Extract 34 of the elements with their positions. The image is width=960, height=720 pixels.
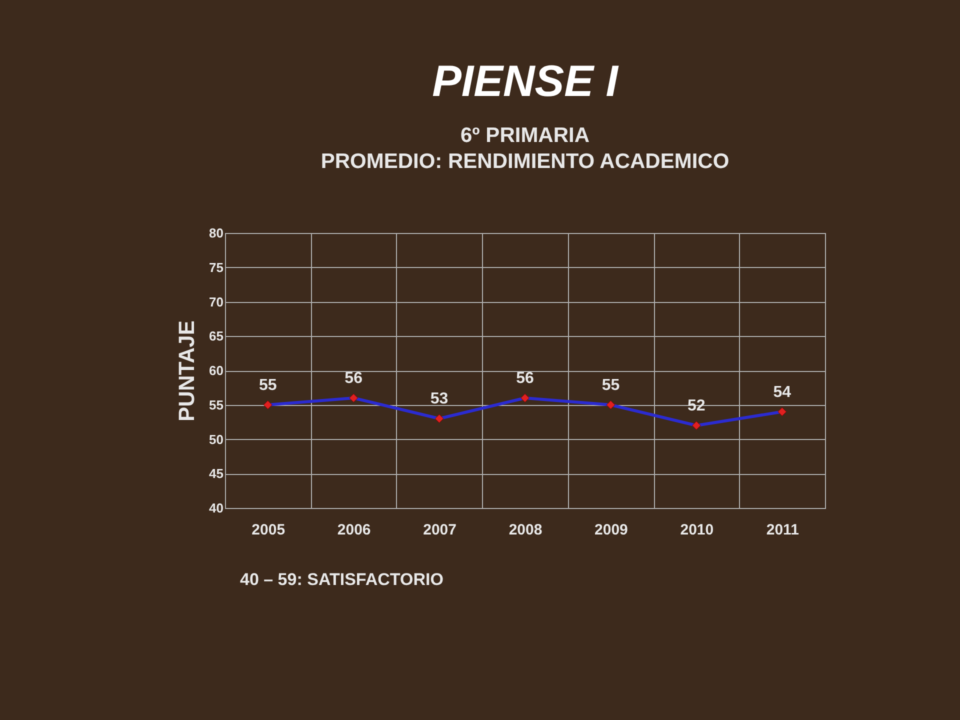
data-label: 56: [516, 370, 534, 387]
data-label: 54: [773, 384, 792, 401]
point: [434, 414, 444, 424]
text: 6º PRIMARIA: [460, 124, 590, 147]
x-tick-label: 2008: [508, 522, 542, 538]
y-tick-label: 55: [209, 397, 224, 412]
data-label: 55: [602, 376, 620, 394]
data-label: 56: [344, 370, 363, 387]
x-tick-label: 2011: [766, 522, 799, 538]
point: [778, 407, 787, 416]
x-tick-label: 2006: [337, 522, 371, 538]
x-tick-label: 2007: [423, 522, 456, 538]
text: 40 – 59: SATISFACTORIO: [240, 570, 444, 589]
chart-title: PIENSE I: [432, 57, 619, 106]
y-tick-label: 75: [209, 260, 224, 275]
x-tick-label: 2005: [252, 522, 286, 538]
point: [349, 394, 358, 402]
x-tick-label: 2009: [594, 522, 628, 538]
text: PROMEDIO: RENDIMIENTO ACADEMICO: [320, 150, 730, 173]
y-tick-label: 45: [209, 466, 224, 482]
y-tick-label: 50: [209, 432, 224, 447]
y-tick-label: 40: [209, 500, 224, 516]
y-tick-label: 70: [209, 294, 224, 310]
point: [606, 400, 616, 410]
y-axis-title: PUNTAJE: [174, 320, 200, 422]
data-label: 55: [258, 376, 277, 394]
point: [520, 394, 530, 402]
data-label: 53: [430, 390, 448, 408]
y-tick-label: 60: [209, 363, 224, 378]
point: [263, 400, 272, 410]
point: [692, 421, 701, 430]
y-tick-label: 80: [209, 226, 224, 240]
x-tick-label: 2010: [680, 522, 714, 538]
y-tick-label: 65: [209, 328, 224, 344]
